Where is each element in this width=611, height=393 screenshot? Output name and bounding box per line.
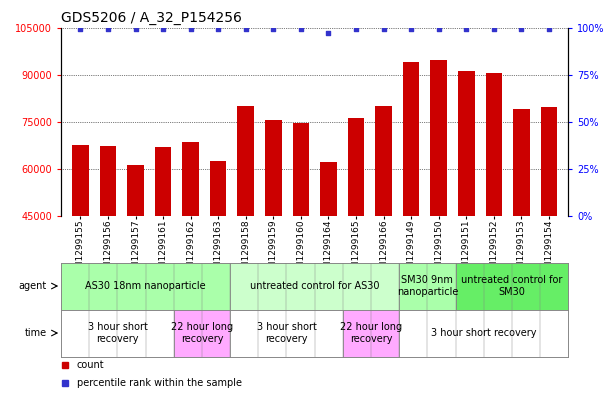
Point xyxy=(158,26,168,33)
Bar xyxy=(127,165,144,356)
Point xyxy=(516,26,526,33)
Point xyxy=(103,26,113,33)
Text: count: count xyxy=(76,360,104,370)
Text: AS30 18nm nanoparticle: AS30 18nm nanoparticle xyxy=(86,281,206,291)
Text: 3 hour short recovery: 3 hour short recovery xyxy=(431,328,536,338)
Point xyxy=(434,26,444,33)
Point xyxy=(296,26,306,33)
Point xyxy=(186,26,196,33)
Text: untreated control for AS30: untreated control for AS30 xyxy=(250,281,379,291)
Bar xyxy=(399,310,568,356)
Point xyxy=(131,26,141,33)
Point xyxy=(213,26,223,33)
Text: GDS5206 / A_32_P154256: GDS5206 / A_32_P154256 xyxy=(61,11,242,25)
Bar xyxy=(293,123,309,356)
Bar xyxy=(174,310,230,356)
Text: agent: agent xyxy=(19,281,47,291)
Bar xyxy=(541,107,557,356)
Bar xyxy=(210,161,227,356)
Point xyxy=(76,26,86,33)
Bar xyxy=(375,106,392,356)
Bar xyxy=(230,310,343,356)
Text: SM30 9nm
nanoparticle: SM30 9nm nanoparticle xyxy=(397,275,458,297)
Bar xyxy=(155,147,171,356)
Text: untreated control for
SM30: untreated control for SM30 xyxy=(461,275,563,297)
Bar xyxy=(182,142,199,356)
Bar xyxy=(61,310,174,356)
Point xyxy=(241,26,251,33)
Point xyxy=(324,30,334,36)
Bar xyxy=(403,62,419,356)
Bar xyxy=(72,145,89,356)
Bar xyxy=(61,263,230,310)
Bar xyxy=(430,61,447,356)
Point xyxy=(461,26,471,33)
Point xyxy=(489,26,499,33)
Point xyxy=(406,26,416,33)
Bar xyxy=(320,162,337,356)
Point xyxy=(379,26,389,33)
Text: 3 hour short
recovery: 3 hour short recovery xyxy=(257,322,316,344)
Text: percentile rank within the sample: percentile rank within the sample xyxy=(76,378,241,387)
Text: time: time xyxy=(25,328,47,338)
Point xyxy=(544,26,554,33)
Bar xyxy=(265,120,282,356)
Bar xyxy=(100,146,116,356)
Bar xyxy=(513,109,530,356)
Text: 3 hour short
recovery: 3 hour short recovery xyxy=(87,322,147,344)
Text: 22 hour long
recovery: 22 hour long recovery xyxy=(171,322,233,344)
Bar xyxy=(486,73,502,356)
Bar xyxy=(348,118,364,356)
Bar xyxy=(343,310,399,356)
Point xyxy=(268,26,278,33)
Bar xyxy=(230,263,399,310)
Bar xyxy=(238,106,254,356)
Bar xyxy=(458,72,475,356)
Bar xyxy=(456,263,568,310)
Point xyxy=(351,26,361,33)
Bar xyxy=(399,263,456,310)
Text: 22 hour long
recovery: 22 hour long recovery xyxy=(340,322,402,344)
